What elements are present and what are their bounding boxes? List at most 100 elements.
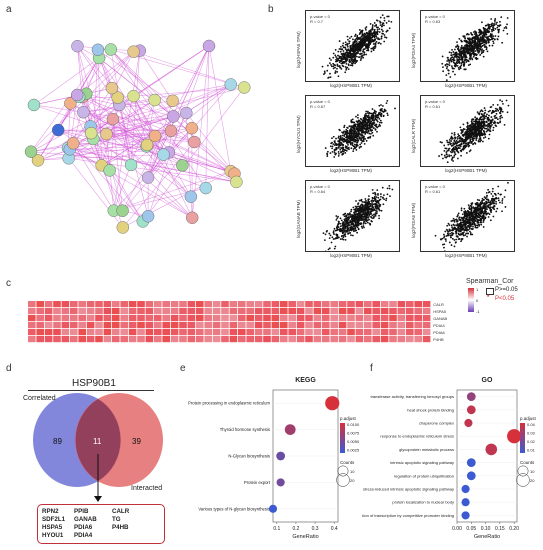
scatter-point (470, 38, 473, 41)
scatter-point (485, 127, 487, 130)
heatmap-cell (70, 322, 78, 329)
scatter-point (444, 147, 447, 150)
scatter-point (455, 61, 458, 64)
network-edge (31, 151, 183, 166)
scatter-point (442, 66, 444, 68)
scatter-point (472, 143, 474, 146)
scatter-point (327, 248, 330, 251)
scatter-point (383, 19, 386, 22)
scatter-point (463, 53, 466, 56)
scatter-point (499, 110, 502, 113)
scatter-point (453, 154, 456, 157)
scatter-point (470, 203, 473, 206)
scatter-point (365, 139, 368, 142)
scatter-point (374, 45, 377, 48)
scatter-point (345, 230, 348, 233)
scatter-point (447, 58, 450, 61)
scatter-point (456, 136, 459, 138)
scatter-point (330, 59, 332, 61)
scatter-point (462, 231, 465, 234)
scatter-point (462, 234, 465, 237)
scatter-point (458, 137, 461, 140)
scatter-point (498, 28, 501, 31)
scatter-point (501, 199, 504, 202)
scatter-point (360, 142, 363, 144)
scatter-point (345, 59, 347, 62)
scatter-point (330, 241, 333, 244)
scatter-stat: R = 0.61 (425, 104, 441, 109)
scatter-point (356, 209, 359, 212)
scatter-point (346, 227, 349, 230)
heatmap-cell (36, 308, 44, 315)
network-edge (69, 149, 237, 183)
scatter-point (472, 127, 475, 130)
dotplot-category: Protein export (244, 480, 271, 485)
scatter-point (338, 61, 341, 64)
scatter-point (454, 52, 456, 55)
scatter-point (351, 234, 354, 237)
dotplot-xlabel: GeneRatio (474, 534, 500, 540)
scatter-point (468, 47, 471, 49)
scatter-point (383, 34, 386, 36)
scatter-point (339, 148, 342, 151)
scatter-point (367, 130, 370, 133)
heatmap-cell (196, 301, 204, 308)
scatter-point (454, 65, 457, 68)
scatter-point (356, 127, 358, 130)
scatter-point (451, 137, 454, 140)
scatter-point (461, 51, 464, 54)
network-node (148, 93, 161, 107)
scatter-point (348, 140, 350, 143)
scatter-point (475, 139, 478, 141)
scatter-point (334, 49, 337, 51)
scatter-point (382, 203, 385, 206)
scatter-point (341, 227, 344, 229)
scatter-point (365, 47, 367, 49)
scatter-point (450, 220, 453, 223)
scatter-point (366, 206, 369, 209)
scatter-point (355, 200, 357, 202)
scatter-point (481, 200, 483, 203)
heatmap-cell (380, 336, 389, 343)
scatter-point (342, 46, 345, 49)
network-edge (33, 104, 231, 172)
scatter-point (367, 38, 370, 40)
scatter-point (500, 114, 503, 117)
scatter-point (348, 59, 351, 62)
scatter-point (453, 139, 456, 142)
heatmap-cell (322, 336, 330, 343)
heatmap-cell (355, 315, 364, 322)
scatter-point (473, 223, 476, 226)
venn-left-label: Correlated (23, 395, 56, 402)
scatter-point (445, 74, 448, 77)
venn-diagram: 89 11 39 Correlated Interacted (23, 393, 163, 502)
scatter-point (493, 24, 496, 26)
scatter-point (354, 127, 356, 129)
scatter-point (477, 129, 480, 132)
dotplot-xtick-label: 0.00 (452, 526, 462, 532)
scatter-point (478, 47, 481, 50)
dotplot-legend-title: p.adjust (520, 416, 537, 421)
scatter-point (326, 64, 329, 67)
heatmap-cell (296, 315, 305, 322)
scatter-point (471, 138, 474, 141)
scatter-point (458, 55, 461, 57)
scatter-point (462, 63, 465, 65)
scatter-point (351, 55, 354, 58)
scatter-point (378, 121, 381, 124)
scatter-point (367, 35, 369, 38)
heatmap-cell (187, 315, 196, 322)
scatter-point (464, 210, 467, 213)
heatmap-cell (364, 336, 372, 343)
heatmap-cell (103, 336, 112, 343)
scatter-point (337, 151, 340, 153)
network-edge (73, 84, 231, 144)
scatter-point (481, 207, 484, 210)
scatter-point (491, 206, 494, 209)
scatter-point (501, 116, 504, 119)
heatmap-cell (330, 329, 338, 336)
scatter-point (331, 137, 333, 140)
scatter-point (483, 121, 486, 124)
scatter-point (466, 122, 469, 125)
